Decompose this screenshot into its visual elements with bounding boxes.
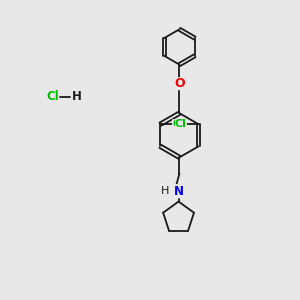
Text: O: O bbox=[174, 77, 185, 90]
Text: H: H bbox=[160, 186, 169, 196]
Text: N: N bbox=[174, 185, 184, 198]
Text: Cl: Cl bbox=[46, 91, 59, 103]
Text: H: H bbox=[71, 91, 81, 103]
Text: Cl: Cl bbox=[172, 119, 184, 129]
Text: Cl: Cl bbox=[175, 119, 187, 129]
